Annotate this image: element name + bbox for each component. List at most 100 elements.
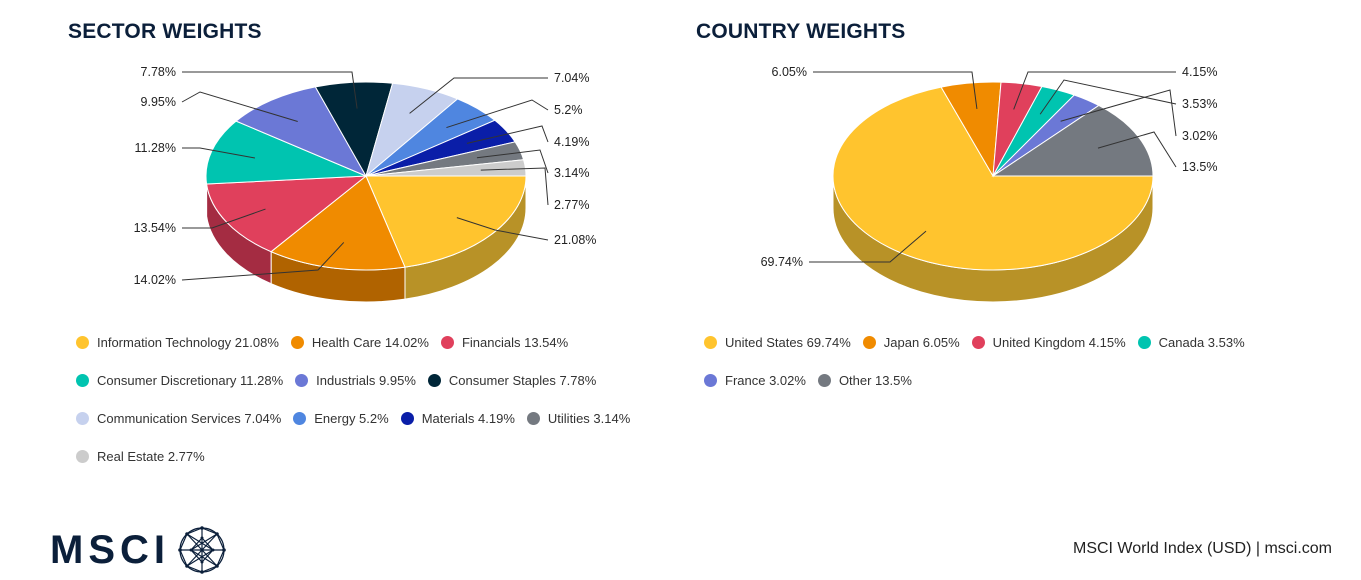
legend-label: Real Estate 2.77% xyxy=(97,448,205,464)
legend-label: Japan 6.05% xyxy=(883,334,960,350)
slice-health-care[interactable] xyxy=(270,175,406,271)
msci-logo: MSCI xyxy=(50,524,228,576)
value-label-united-states: 69.74% xyxy=(761,255,803,269)
slice-information-technology[interactable] xyxy=(365,175,527,268)
legend-item-utilities[interactable]: Utilities 3.14% xyxy=(526,409,631,427)
leader-line xyxy=(456,217,549,241)
slice-consumer-discretionary[interactable] xyxy=(205,120,367,185)
legend-item-real-estate[interactable]: Real Estate 2.77% xyxy=(76,447,205,465)
legend-item-japan[interactable]: Japan 6.05% xyxy=(862,333,960,351)
legend-item-health-care[interactable]: Health Care 14.02% xyxy=(290,333,429,351)
country-pie-chart: 69.74% 6.05% 4.15% 3.53% 3.02% 13.5% xyxy=(761,65,1217,303)
legend-label: United States 69.74% xyxy=(725,334,851,350)
legend-swatch xyxy=(293,411,307,425)
leader-line xyxy=(1039,79,1177,115)
value-label-financials: 13.54% xyxy=(134,221,176,235)
legend-swatch xyxy=(862,335,876,349)
legend-swatch xyxy=(290,335,304,349)
leader-line xyxy=(1013,71,1176,110)
legend-item-france[interactable]: France 3.02% xyxy=(704,371,806,389)
legend-label: Consumer Staples 7.78% xyxy=(448,372,597,388)
legend-swatch xyxy=(400,411,414,425)
legend-item-other[interactable]: Other 13.5% xyxy=(817,371,912,389)
value-label-communication-services: 7.04% xyxy=(554,71,589,85)
leader-line xyxy=(809,230,927,263)
footer-caption: MSCI World Index (USD) | msci.com xyxy=(1072,540,1332,557)
legend-label: Industrials 9.95% xyxy=(316,372,416,388)
legend-item-consumer-discretionary[interactable]: Consumer Discretionary 11.28% xyxy=(76,371,283,389)
legend-label: Canada 3.53% xyxy=(1158,334,1245,350)
legend-swatch xyxy=(427,373,441,387)
legend-swatch xyxy=(817,373,831,387)
msci-logo-wordmark: MSCI xyxy=(50,528,170,572)
leader-line xyxy=(181,91,298,122)
value-label-real-estate: 2.77% xyxy=(554,198,589,212)
legend-swatch xyxy=(76,335,89,349)
value-label-health-care: 14.02% xyxy=(134,273,176,287)
value-label-utilities: 3.14% xyxy=(554,166,589,180)
legend-swatch xyxy=(76,373,89,387)
sector-weights-title: SECTOR WEIGHTS xyxy=(68,20,262,43)
legend-label: Communication Services 7.04% xyxy=(97,410,282,426)
country-legend: United States 69.74% Japan 6.05% United Ki… xyxy=(704,333,1264,389)
leader-line xyxy=(1097,131,1177,168)
legend-label: Consumer Discretionary 11.28% xyxy=(97,372,284,388)
legend-label: Financials 13.54% xyxy=(461,334,569,350)
leader-line xyxy=(409,77,548,114)
legend-label: Other 13.5% xyxy=(838,372,912,388)
legend-swatch xyxy=(1137,335,1151,349)
leader-line xyxy=(182,71,358,109)
value-label-materials: 4.19% xyxy=(554,135,589,149)
value-label-united-kingdom: 4.15% xyxy=(1182,65,1217,79)
legend-item-industrials[interactable]: Industrials 9.95% xyxy=(295,371,416,389)
legend-swatch xyxy=(440,335,454,349)
legend-swatch xyxy=(971,335,985,349)
legend-item-materials[interactable]: Materials 4.19% xyxy=(400,409,515,427)
value-label-energy: 5.2% xyxy=(554,103,583,117)
legend-label: Materials 4.19% xyxy=(421,410,515,426)
value-label-france: 3.02% xyxy=(1182,129,1217,143)
leader-line xyxy=(476,149,549,174)
legend-item-communication-services[interactable]: Communication Services 7.04% xyxy=(76,409,281,427)
value-label-consumer-staples: 7.78% xyxy=(141,65,176,79)
legend-item-canada[interactable]: Canada 3.53% xyxy=(1137,333,1245,351)
legend-label: Utilities 3.14% xyxy=(547,410,631,426)
leader-line xyxy=(466,125,549,144)
leader-line xyxy=(182,147,256,159)
legend-swatch xyxy=(704,335,717,349)
value-label-consumer-discretionary: 11.28% xyxy=(135,141,176,155)
legend-label: Health Care 14.02% xyxy=(311,334,429,350)
legend-label: France 3.02% xyxy=(725,372,806,388)
leader-line xyxy=(446,99,549,129)
legend-swatch xyxy=(76,411,89,425)
legend-label: Energy 5.2% xyxy=(314,410,389,426)
legend-label: United Kingdom 4.15% xyxy=(992,334,1126,350)
leader-line xyxy=(1060,89,1177,137)
leader-line xyxy=(182,208,266,229)
slice-financials[interactable] xyxy=(206,175,368,253)
leader-line xyxy=(181,242,345,281)
sector-legend: Information Technology 21.08% Health Care… xyxy=(76,333,656,465)
slice-real-estate[interactable] xyxy=(365,159,527,177)
value-label-other: 13.5% xyxy=(1182,160,1217,174)
slice-industrials[interactable] xyxy=(235,86,368,178)
value-label-information-technology: 21.08% xyxy=(554,233,596,247)
legend-item-energy[interactable]: Energy 5.2% xyxy=(293,409,389,427)
legend-label: Information Technology 21.08% xyxy=(97,334,279,350)
legend-swatch xyxy=(295,373,309,387)
legend-item-united-states[interactable]: United States 69.74% xyxy=(704,333,851,351)
globe-network-icon xyxy=(178,526,226,574)
legend-item-information-technology[interactable]: Information Technology 21.08% xyxy=(76,333,279,351)
legend-item-united-kingdom[interactable]: United Kingdom 4.15% xyxy=(971,333,1126,351)
leader-line xyxy=(480,167,549,206)
legend-item-consumer-staples[interactable]: Consumer Staples 7.78% xyxy=(427,371,597,389)
slice-united-states[interactable] xyxy=(832,86,1154,271)
value-label-japan: 6.05% xyxy=(772,65,807,79)
legend-swatch xyxy=(76,449,89,463)
country-weights-title: COUNTRY WEIGHTS xyxy=(696,20,906,43)
legend-item-financials[interactable]: Financials 13.54% xyxy=(440,333,569,351)
value-label-industrials: 9.95% xyxy=(141,95,176,109)
legend-swatch xyxy=(704,373,717,387)
legend-swatch xyxy=(526,411,540,425)
value-label-canada: 3.53% xyxy=(1182,97,1217,111)
